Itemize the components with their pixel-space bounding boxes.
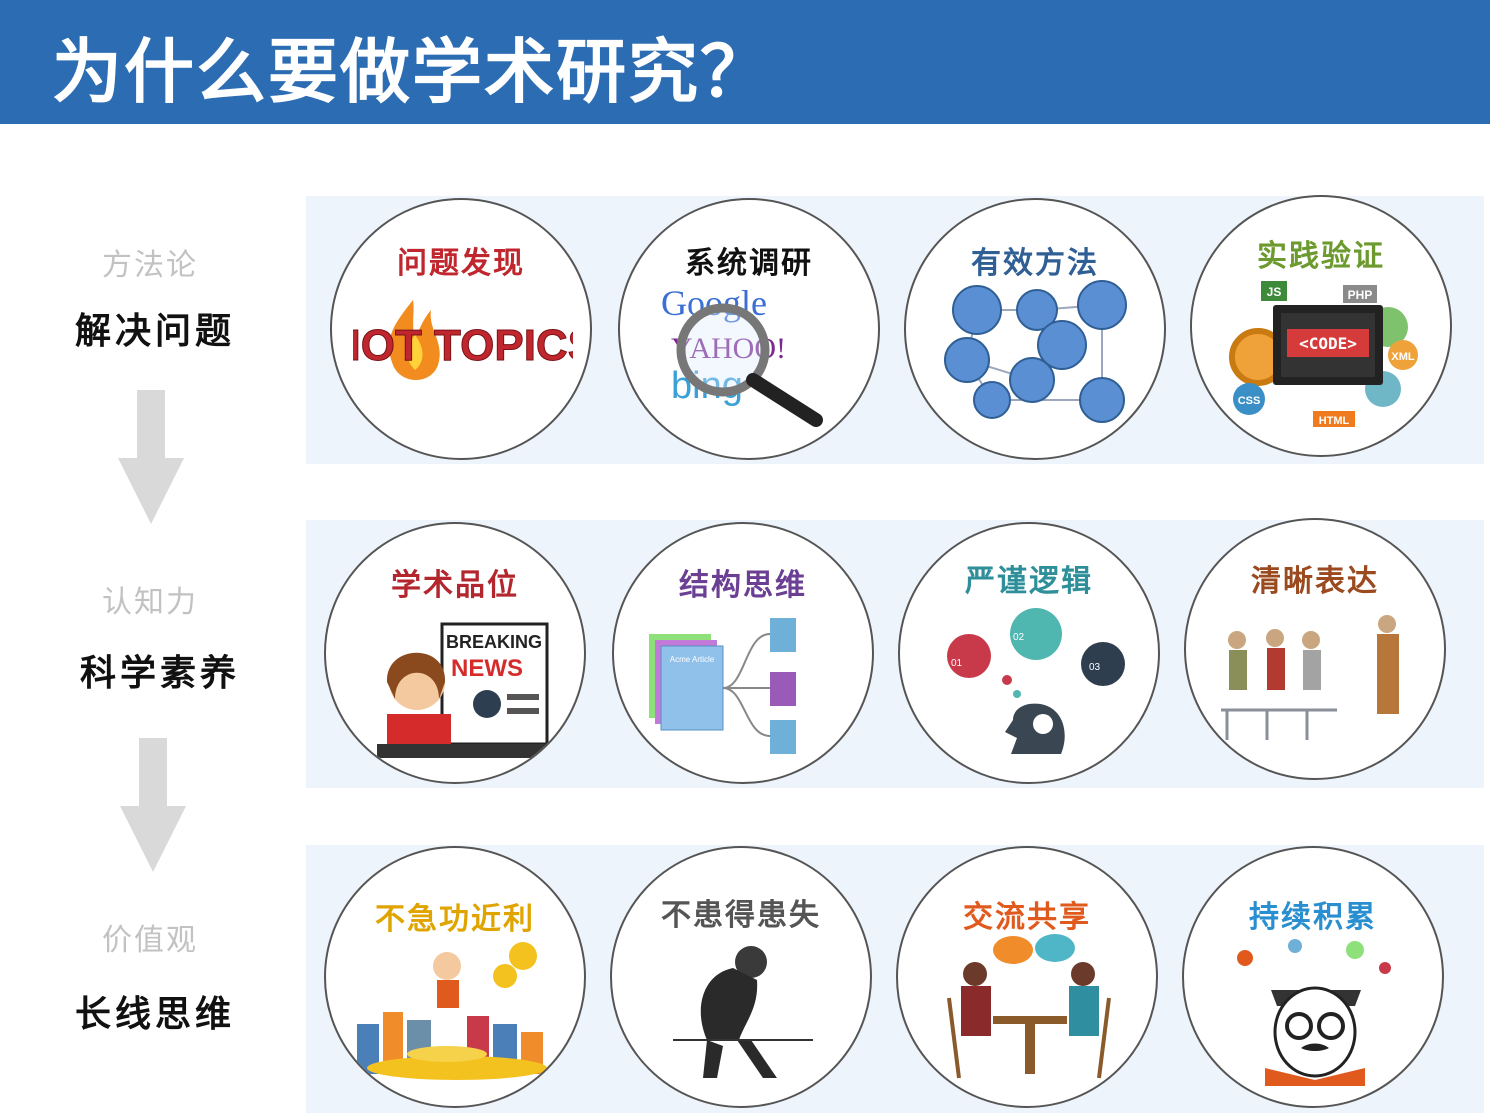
- svg-text:JS: JS: [1267, 285, 1282, 299]
- svg-text:PHP: PHP: [1348, 288, 1373, 302]
- down-arrow-icon: [120, 738, 186, 872]
- svg-text:02: 02: [1013, 632, 1025, 643]
- circle-title: 交流共享: [963, 900, 1091, 935]
- row-label-solve-problems: 解决问题: [74, 311, 235, 352]
- circle-problem-discovery: 问题发现 HOT TOPICS: [330, 198, 592, 460]
- row-label-long-term-thinking: 长线思维: [74, 994, 235, 1035]
- hot-topics-text: HOT TOPICS: [353, 321, 573, 370]
- circle-continuous-accumulation: 持续积累: [1182, 846, 1444, 1108]
- circle-title: 有效方法: [971, 246, 1099, 281]
- header-bar: 为什么要做学术研究？: [0, 0, 1490, 124]
- network-diagram-icon: [944, 280, 1127, 423]
- circle-clear-expression: 清晰表达: [1184, 518, 1446, 780]
- circle-title: 清晰表达: [1251, 564, 1379, 599]
- code-monitor-icon: <CODE> JS PHP XML CSS HTML: [1229, 281, 1418, 427]
- svg-text:03: 03: [1089, 662, 1101, 673]
- circle-title: 实践验证: [1257, 239, 1385, 274]
- conversation-icon: [947, 934, 1111, 1079]
- svg-text:HTML: HTML: [1319, 415, 1350, 427]
- svg-text:Acme Article: Acme Article: [670, 655, 715, 664]
- circle-title: 结构思维: [679, 568, 807, 603]
- presentation-icon: [1221, 615, 1399, 740]
- circle-structured-thinking: 结构思维 Acme Article: [612, 522, 874, 784]
- svg-text:BREAKING: BREAKING: [446, 632, 542, 652]
- circle-title: 持续积累: [1249, 900, 1377, 935]
- category-label-methodology: 方法论: [102, 248, 198, 283]
- category-label-cognition: 认知力: [102, 585, 198, 620]
- breaking-news-icon: BREAKING NEWS: [377, 622, 557, 758]
- reading-scholar-icon: [1237, 939, 1391, 1086]
- thinking-man-icon: [673, 946, 813, 1078]
- hot-topics-icon: HOT TOPICS: [353, 300, 573, 380]
- down-arrow-icon: [118, 390, 184, 524]
- search-engines-icon: Google YAHOO! bing: [661, 283, 823, 427]
- circle-systematic-research: 系统调研 Google YAHOO! bing: [618, 198, 880, 460]
- row-label-scientific-literacy: 科学素养: [79, 653, 240, 694]
- circle-no-quick-gains: 不急功近利: [324, 846, 586, 1108]
- svg-text:XML: XML: [1391, 351, 1415, 363]
- brain-logic-icon: 01 02 03: [947, 608, 1125, 754]
- circle-title: 不患得患失: [661, 898, 821, 933]
- svg-text:CSS: CSS: [1238, 395, 1261, 407]
- svg-text:NEWS: NEWS: [451, 655, 523, 682]
- circle-practice-verification: 实践验证 <CODE> JS PHP XML CSS HTML: [1190, 195, 1452, 457]
- circle-no-worry: 不患得患失: [610, 846, 872, 1108]
- circle-communication-sharing: 交流共享: [896, 846, 1158, 1108]
- svg-text:01: 01: [951, 658, 963, 669]
- circle-title: 严谨逻辑: [965, 564, 1093, 599]
- mind-map-icon: Acme Article: [649, 618, 796, 754]
- circle-rigorous-logic: 严谨逻辑 01 02 03: [898, 522, 1160, 784]
- circle-academic-taste: 学术品位 BREAKING NEWS: [324, 522, 586, 784]
- category-label-values: 价值观: [102, 923, 198, 958]
- money-city-icon: [357, 942, 547, 1080]
- page-title: 为什么要做学术研究？: [52, 31, 772, 113]
- circle-title: 学术品位: [391, 568, 519, 603]
- circle-title: 问题发现: [397, 246, 525, 281]
- circle-title: 不急功近利: [375, 902, 535, 937]
- circle-title: 系统调研: [685, 246, 813, 281]
- code-text: <CODE>: [1299, 334, 1357, 353]
- circle-effective-method: 有效方法: [904, 198, 1166, 460]
